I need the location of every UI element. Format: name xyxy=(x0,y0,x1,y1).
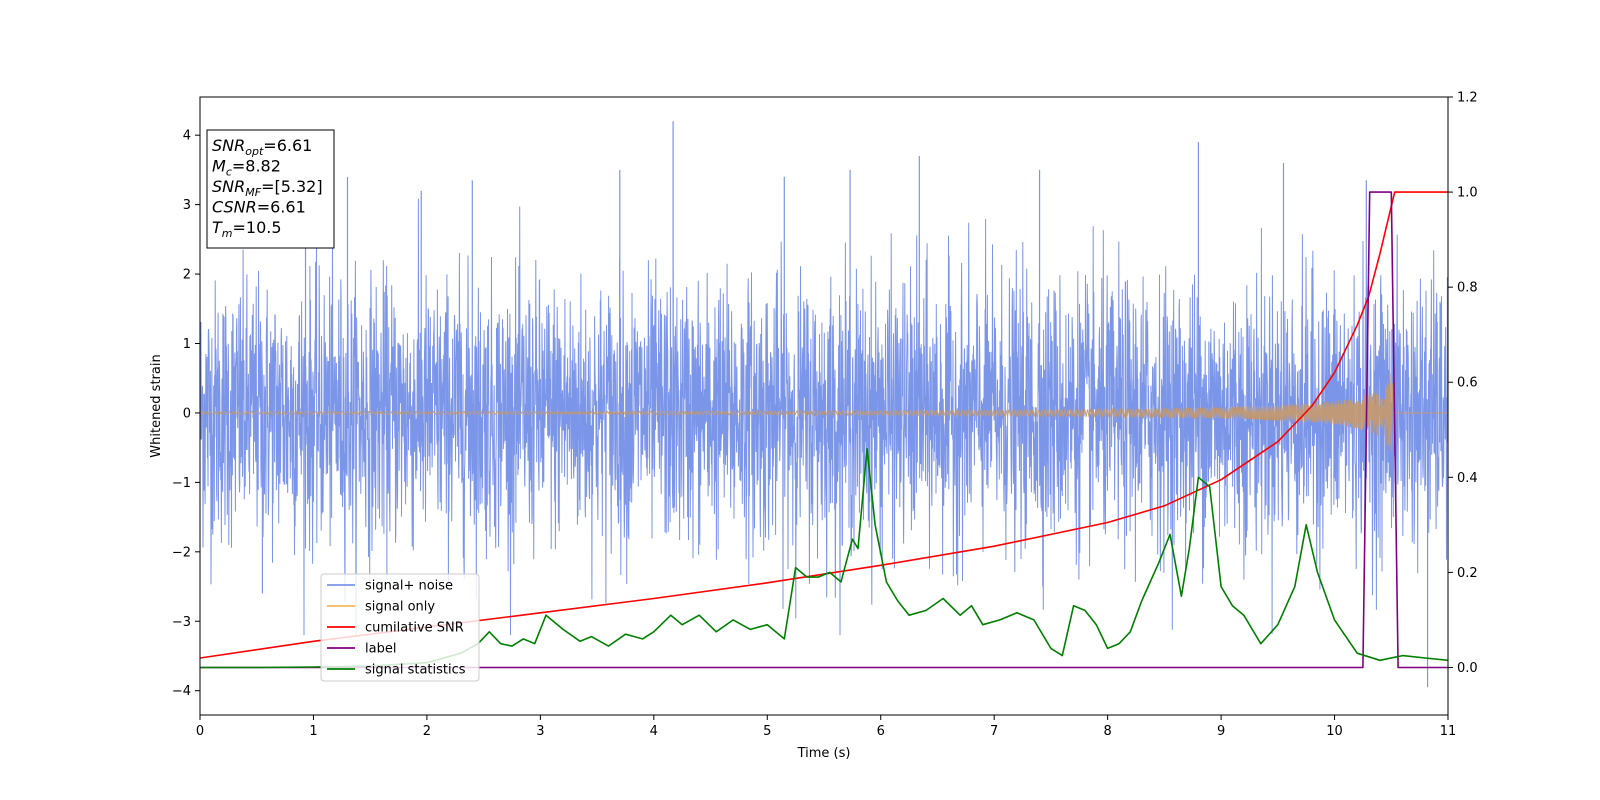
y-right-tick-label: 0.6 xyxy=(1457,376,1478,391)
x-tick-label: 0 xyxy=(196,724,204,739)
x-tick-label: 9 xyxy=(1217,724,1225,739)
annotation-line: SNRopt=6.61 xyxy=(212,136,312,158)
y-right-tick-label: 0.0 xyxy=(1457,661,1478,676)
y-left-tick-label: 0 xyxy=(183,406,191,421)
x-tick-label: 4 xyxy=(650,724,658,739)
annotation-symbol: CSNR xyxy=(212,198,257,217)
annotation-frame xyxy=(206,129,335,249)
annotation-symbol: T xyxy=(212,218,223,237)
x-axis: 0 1 2 3 4 5 6 7 8 9 10 11 xyxy=(196,715,1456,739)
x-tick-label: 6 xyxy=(877,724,885,739)
annotation-line: SNRMF=[5.32] xyxy=(212,177,323,199)
series-line xyxy=(200,448,1448,669)
y-axis-left: −4 −3 −2 −1 0 1 2 3 4 xyxy=(172,129,200,699)
annotation-line: Mc=8.82 xyxy=(212,157,281,179)
annotation-symbol: SNR xyxy=(212,177,245,196)
y-right-tick-label: 1.2 xyxy=(1457,91,1478,106)
annotation-subscript: MF xyxy=(245,186,261,199)
annotation-symbol: SNR xyxy=(212,136,245,155)
annotation-value: =8.82 xyxy=(232,157,281,176)
legend-label: signal only xyxy=(365,600,435,615)
series-line xyxy=(200,191,1448,669)
annotation-box: SNRopt=6.61Mc=8.82SNRMF=[5.32]CSNR=6.61T… xyxy=(206,129,335,249)
y-axis-right: 0.0 0.2 0.4 0.6 0.8 1.0 1.2 xyxy=(1448,91,1478,676)
x-tick-label: 10 xyxy=(1326,724,1343,739)
x-tick-label: 8 xyxy=(1103,724,1111,739)
y-right-tick-label: 0.4 xyxy=(1457,471,1478,486)
annotation-subscript: opt xyxy=(245,145,264,158)
series-signal-noise xyxy=(200,121,1448,688)
y-left-tick-label: −1 xyxy=(172,476,191,491)
y-axis-left-label: Whitened strain xyxy=(149,354,164,457)
annotation-subscript: m xyxy=(222,227,233,240)
annotation-symbol: M xyxy=(212,157,226,176)
series-cumilative-snr xyxy=(200,191,1448,659)
legend-label: signal+ noise xyxy=(365,579,453,594)
x-axis-label: Time (s) xyxy=(797,746,851,761)
y-left-tick-label: −4 xyxy=(172,684,191,699)
y-right-tick-label: 0.8 xyxy=(1457,281,1478,296)
y-left-tick-label: 1 xyxy=(183,337,191,352)
series-line xyxy=(200,191,1448,659)
annotation-value: =6.61 xyxy=(263,136,312,155)
y-left-tick-label: 2 xyxy=(183,268,191,283)
y-left-tick-label: 4 xyxy=(183,129,191,144)
annotation-value: =6.61 xyxy=(257,198,306,217)
legend: signal+ noise signal only cumilative SNR la… xyxy=(320,573,480,682)
series-label xyxy=(200,191,1448,669)
legend-frame xyxy=(320,573,480,682)
legend-label: cumilative SNR xyxy=(365,621,464,636)
x-tick-label: 11 xyxy=(1440,724,1457,739)
y-left-tick-label: −3 xyxy=(172,615,191,630)
annotation-value: =10.5 xyxy=(233,218,282,237)
y-left-tick-label: −2 xyxy=(172,545,191,560)
annotation-subscript: c xyxy=(226,166,232,179)
legend-label: signal statistics xyxy=(365,663,466,678)
x-tick-label: 7 xyxy=(990,724,998,739)
annotation-line: CSNR=6.61 xyxy=(212,198,306,217)
x-tick-label: 2 xyxy=(423,724,431,739)
annotation-value: =[5.32] xyxy=(261,177,323,196)
series-signal-statistics xyxy=(200,448,1448,669)
y-right-tick-label: 0.2 xyxy=(1457,566,1478,581)
chirp-trace xyxy=(200,373,1448,451)
legend-label: label xyxy=(365,642,396,657)
axes-frame xyxy=(199,96,1449,716)
x-tick-label: 1 xyxy=(309,724,317,739)
plot-area xyxy=(200,121,1448,688)
x-tick-label: 5 xyxy=(763,724,771,739)
x-tick-label: 3 xyxy=(536,724,544,739)
series-signal-only xyxy=(200,373,1448,451)
y-left-tick-label: 3 xyxy=(183,198,191,213)
y-right-tick-label: 1.0 xyxy=(1457,186,1478,201)
annotation-line: Tm=10.5 xyxy=(212,218,282,240)
